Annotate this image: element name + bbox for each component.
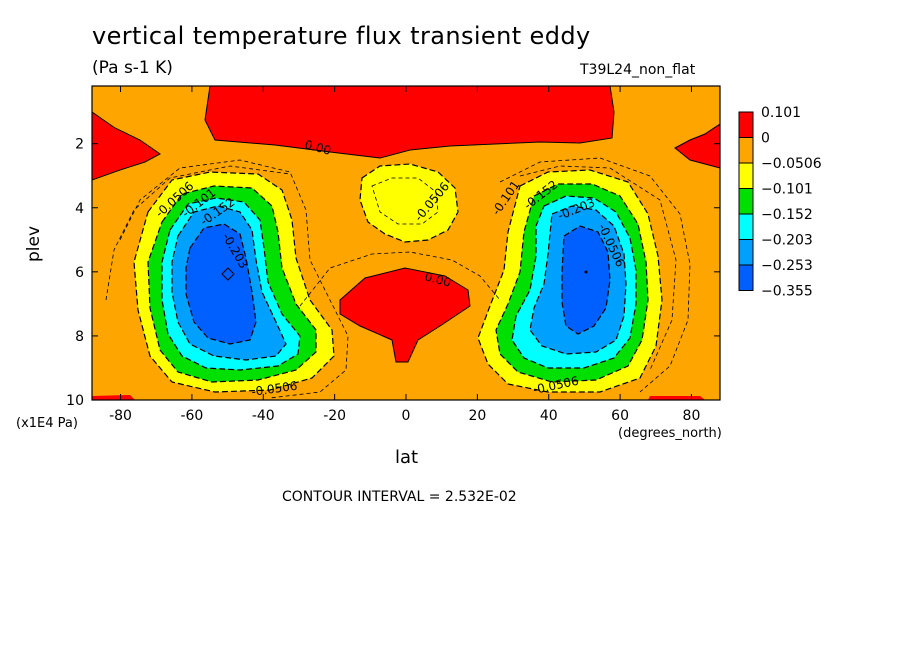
- y-tick-label: 2: [75, 137, 84, 153]
- x-tick-label: 80: [683, 408, 701, 424]
- colorbar-swatch: [738, 137, 754, 164]
- thin-contours: [105, 157, 691, 399]
- contour-label: -0.0506: [250, 379, 298, 399]
- run-label: T39L24_non_flat: [580, 62, 696, 78]
- colorbar-label: −0.0506: [761, 156, 822, 172]
- colorbar: 0.101 0 −0.0506 −0.101 −0.152 −0.203 −0.253 −0.…: [738, 105, 822, 300]
- x-tick-label: 0: [402, 408, 411, 424]
- x-tick-label: -40: [252, 408, 275, 424]
- colorbar-swatch: [738, 239, 754, 266]
- colorbar-label: −0.101: [761, 182, 813, 198]
- x-axis-unit: (degrees_north): [618, 426, 722, 441]
- y-tick-label: 4: [75, 201, 84, 217]
- colorbar-swatch: [738, 264, 754, 291]
- x-tick-label: 60: [611, 408, 629, 424]
- contour-fill-red-right: [674, 123, 720, 169]
- colorbar-label: −0.203: [761, 233, 813, 249]
- left-cell: [133, 171, 335, 393]
- x-axis-label: lat: [395, 447, 419, 468]
- colorbar-swatch: [738, 213, 754, 240]
- y-tick-label: 6: [75, 265, 84, 281]
- colorbar-label: −0.355: [761, 284, 813, 300]
- y-tick-label: 8: [75, 329, 84, 345]
- contour-fill-red-center: [339, 267, 471, 363]
- x-tick-label: -80: [109, 408, 132, 424]
- y-axis: 2 4 6 8 10: [66, 137, 720, 409]
- contour-label: 0.00: [423, 269, 452, 289]
- colorbar-swatch: [738, 188, 754, 215]
- colorbar-swatch: [738, 111, 754, 138]
- colorbar-label: 0.101: [761, 105, 801, 121]
- x-tick-label: 20: [468, 408, 486, 424]
- contour-fill-red-bottom-left: [92, 395, 135, 400]
- x-tick-label: -60: [180, 408, 203, 424]
- contour-fill-red-bottom-right: [648, 396, 705, 400]
- plot-area: [92, 86, 720, 400]
- contour-label: 0.00: [303, 137, 332, 157]
- chart-units: (Pa s-1 K): [92, 58, 173, 78]
- contour-interval: CONTOUR INTERVAL = 2.532E-02: [282, 489, 517, 505]
- contour-fill-red-top: [204, 86, 615, 159]
- contour-fill-red-left: [92, 111, 161, 181]
- chart-title: vertical temperature flux transient eddy: [92, 22, 591, 50]
- contour-fill-yellow-center: [359, 163, 459, 243]
- y-axis-unit: (x1E4 Pa): [16, 416, 78, 431]
- colorbar-label: −0.253: [761, 258, 813, 274]
- colorbar-swatch: [738, 162, 754, 189]
- y-tick-label: 10: [66, 393, 84, 409]
- colorbar-label: −0.152: [761, 207, 813, 223]
- colorbar-label: 0: [761, 131, 770, 147]
- x-tick-label: 40: [540, 408, 558, 424]
- x-tick-label: -20: [323, 408, 346, 424]
- right-cell: [477, 169, 663, 393]
- x-axis: -80 -60 -40 -20 0 20 40 60 80: [109, 86, 700, 424]
